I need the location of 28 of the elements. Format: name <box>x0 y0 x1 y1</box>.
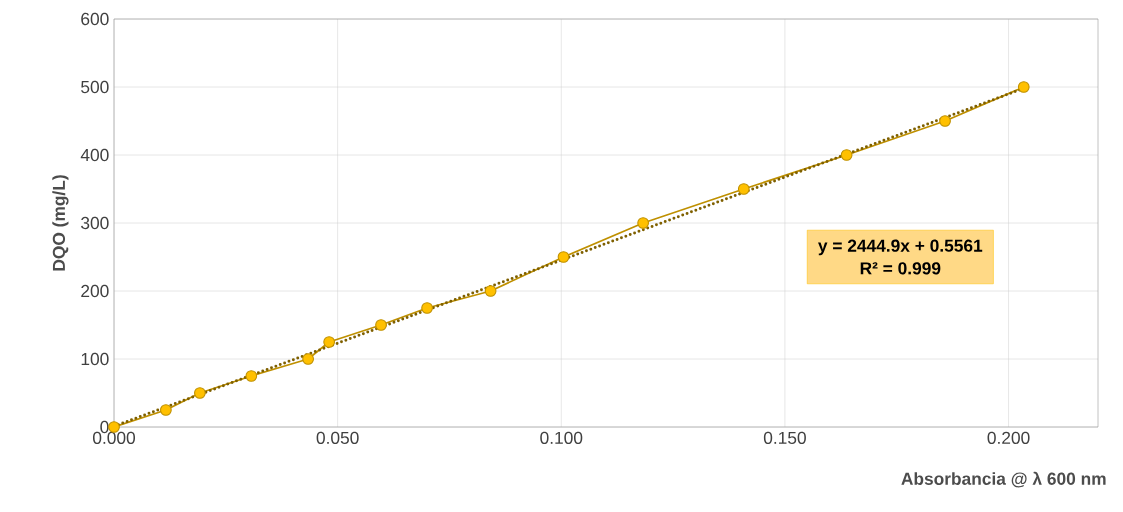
x-tick-label: 0.150 <box>763 431 806 444</box>
x-tick-label: 0.100 <box>540 431 583 444</box>
y-axis-title: DQO (mg/L) <box>52 175 69 271</box>
point <box>939 115 951 127</box>
point <box>245 370 258 382</box>
y-tick-label: 400 <box>80 148 109 162</box>
y-tick-label: 200 <box>81 284 109 298</box>
point <box>160 404 172 416</box>
point <box>840 149 853 161</box>
point <box>194 387 206 399</box>
point <box>637 217 650 229</box>
x-axis-title: Absorbancia @ λ 600 nm <box>901 471 1106 488</box>
y-tick-label: 300 <box>81 216 109 230</box>
point <box>323 336 336 348</box>
y-tick-label: 600 <box>81 12 109 26</box>
x-tick-label: 0.200 <box>987 431 1030 444</box>
y-tick-label: 100 <box>81 352 109 366</box>
point <box>421 302 433 314</box>
y-tick-label: 500 <box>81 80 109 94</box>
point <box>375 319 387 331</box>
point <box>302 353 314 365</box>
x-tick-label: 0.050 <box>316 431 359 444</box>
point <box>557 251 570 263</box>
annotation: R² = 0.999 <box>860 262 941 275</box>
point <box>484 285 497 297</box>
point <box>1017 81 1030 93</box>
point <box>737 183 750 195</box>
annotation: y = 2444.9x + 0.5561 <box>818 239 983 256</box>
